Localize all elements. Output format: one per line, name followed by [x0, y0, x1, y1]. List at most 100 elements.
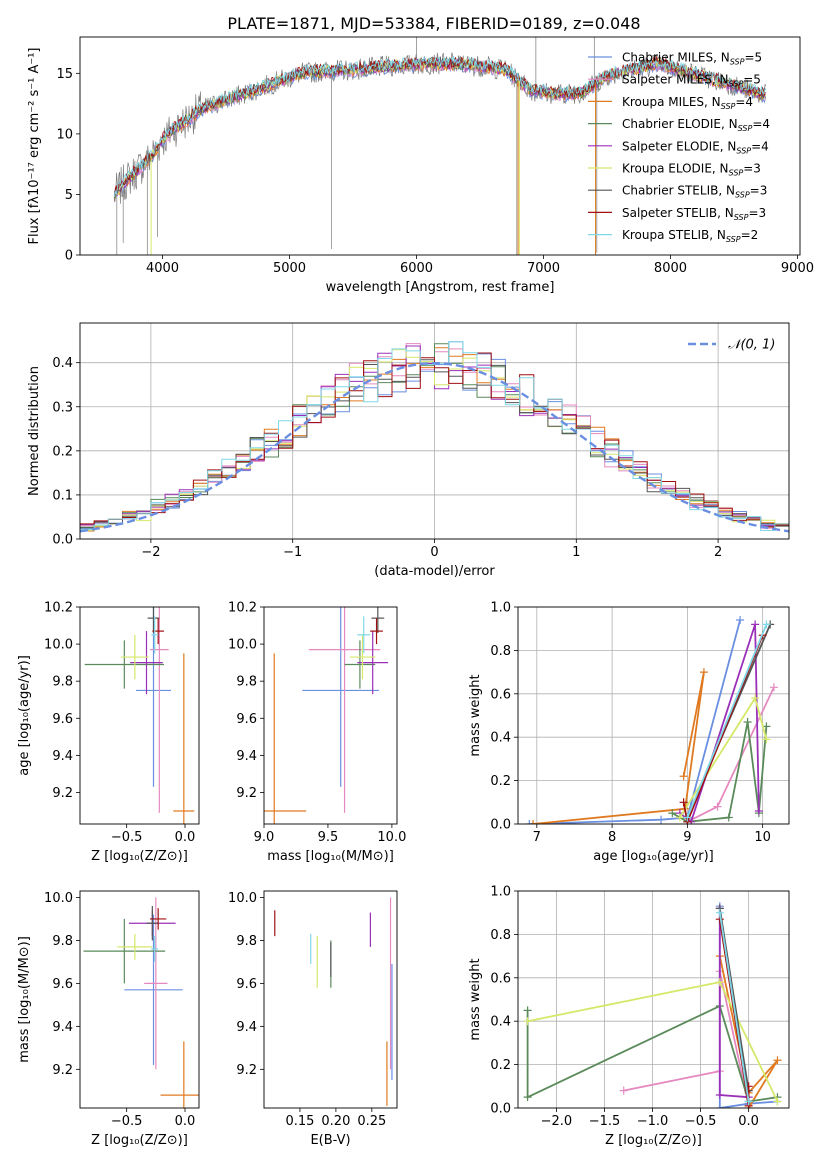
series-line-chabrier-miles — [529, 619, 741, 824]
y-tick-label: 10 — [56, 127, 73, 142]
x-axis-label: Z [log₁₀(Z/Z⊙)] — [91, 849, 188, 864]
axes-frame — [79, 606, 200, 825]
x-axis-label: age [log₁₀(age/yr)] — [593, 849, 714, 864]
series-marker-chabrier-elodie — [668, 809, 677, 818]
series-marker-chabrier-miles — [657, 815, 666, 824]
y-tick-label: 0.6 — [490, 687, 511, 702]
y-tick-label: 0.0 — [490, 1102, 511, 1117]
x-axis-label: wavelength [Angstrom, rest frame] — [326, 280, 555, 295]
y-tick-label: 10.0 — [44, 638, 73, 653]
y-tick-label: 10.0 — [44, 891, 73, 906]
y-tick-label: 9.8 — [236, 675, 257, 690]
x-axis-label: Z [log₁₀(Z/Z⊙)] — [91, 1133, 188, 1148]
plot-area — [525, 616, 778, 824]
y-tick-label: 9.2 — [52, 1063, 73, 1078]
plot-area — [264, 607, 389, 824]
legend-label-sub: SSP — [730, 58, 745, 67]
series-marker-chabrier-elodie — [724, 813, 733, 822]
panel-4: 9.0 9.5 10.0 9.2 9.4 9.6 9.8 10.0 10.2 mass [log₁… — [228, 601, 406, 865]
legend-label-sub: SSP — [738, 124, 753, 133]
x-tick-label: −0.5 — [685, 1114, 717, 1129]
x-tick-label: 5000 — [273, 261, 306, 276]
series-marker-kroupa-elodie — [715, 978, 724, 987]
legend-label-main: Salpeter MILES, N — [622, 73, 729, 87]
legend-label: Kroupa STELIB, NSSP=2 — [622, 228, 758, 244]
legend-label-tail: =5 — [743, 73, 761, 87]
x-tick-label: 10 — [754, 830, 771, 845]
x-tick-label: 10.0 — [377, 830, 406, 845]
series-marker-kroupa-miles — [679, 772, 688, 781]
legend-label: Kroupa MILES, NSSP=4 — [622, 95, 753, 111]
x-tick-label: 7 — [533, 830, 541, 845]
y-tick-label: 0.4 — [52, 356, 73, 371]
series-line-kroupa-stelib — [686, 624, 768, 818]
y-tick-label: 0.1 — [52, 488, 73, 503]
y-tick-label: 10.2 — [228, 601, 257, 616]
axes-frame — [263, 606, 398, 825]
series-marker-chabrier-elodie — [523, 1093, 532, 1102]
axes-frame — [517, 890, 790, 1109]
legend-label-sub: SSP — [726, 235, 741, 244]
legend-label-tail: =4 — [735, 95, 753, 109]
y-axis-label: age [log₁₀(age/yr)] — [17, 655, 32, 776]
series-marker-chabrier-elodie — [523, 1006, 532, 1015]
y-tick-label: 9.6 — [52, 712, 73, 727]
y-axis-label: mass weight — [468, 674, 483, 756]
x-tick-label: −1.0 — [637, 1114, 669, 1129]
legend-label-tail: =4 — [751, 139, 769, 153]
y-tick-label: 0.2 — [490, 774, 511, 789]
series-marker-kroupa-stelib — [715, 908, 724, 917]
series-marker-kroupa-elodie — [523, 1017, 532, 1026]
legend-label-tail: =3 — [750, 184, 768, 198]
x-tick-label: 9.0 — [254, 830, 275, 845]
legend-label: 𝒩(0, 1) — [728, 338, 775, 353]
series-line-kroupa-miles — [718, 955, 779, 1108]
series-marker-kroupa-miles — [699, 668, 708, 677]
plot-area — [523, 902, 782, 1108]
x-tick-label: 1 — [572, 545, 580, 560]
series-line-kroupa-miles — [533, 671, 705, 824]
series-marker-chabrier-miles — [736, 616, 745, 625]
series-marker-kroupa-miles — [773, 1056, 782, 1065]
x-tick-label: 4000 — [146, 261, 179, 276]
y-tick-label: 0 — [65, 249, 73, 264]
x-tick-label: 0 — [430, 545, 438, 560]
legend-label: Chabrier STELIB, NSSP=3 — [622, 184, 767, 200]
legend-label-main: Chabrier ELODIE, N — [622, 117, 738, 131]
series-line-chabrier-elodie — [671, 721, 768, 823]
y-tick-label: 9.4 — [52, 1020, 73, 1035]
series-marker-kroupa-stelib — [683, 813, 692, 822]
series-marker-kroupa-elodie — [675, 813, 684, 822]
legend-label-main: Salpeter ELODIE, N — [622, 139, 736, 153]
y-tick-label: 10.0 — [228, 891, 257, 906]
axes-frame — [79, 36, 801, 256]
x-tick-label: −1 — [283, 545, 302, 560]
legend-label-sub: SSP — [721, 102, 736, 111]
y-tick-label: 9.6 — [236, 977, 257, 992]
x-tick-label: 0.0 — [175, 830, 196, 845]
series-marker-kroupa-miles — [529, 820, 538, 824]
legend-label: Salpeter MILES, NSSP=5 — [622, 73, 761, 89]
legend-label-main: Kroupa MILES, N — [622, 95, 721, 109]
legend-label-sub: SSP — [734, 213, 749, 222]
y-tick-label: 10.0 — [228, 638, 257, 653]
legend-label-tail: =3 — [748, 206, 766, 220]
x-tick-label: −1.5 — [589, 1114, 621, 1129]
x-tick-label: −0.5 — [111, 1114, 143, 1129]
series-marker-kroupa-stelib — [762, 620, 771, 629]
y-axis-label: Flux [fλ10⁻¹⁷ erg cm⁻² s⁻¹ A⁻¹] — [27, 48, 42, 245]
y-axis-label: mass [log₁₀(M/M⊙)] — [17, 936, 32, 1063]
normal-curve — [80, 361, 789, 533]
x-tick-label: 6000 — [400, 261, 433, 276]
legend-label-main: Chabrier STELIB, N — [622, 184, 735, 198]
legend-label: Kroupa ELODIE, NSSP=3 — [622, 162, 761, 178]
series-marker-salpeter-elodie — [751, 620, 760, 629]
y-tick-label: 0.0 — [52, 533, 73, 548]
legend-label-tail: =5 — [744, 51, 762, 65]
y-tick-label: 10.2 — [44, 601, 73, 616]
y-tick-label: 9.2 — [236, 786, 257, 801]
y-tick-label: 9.4 — [236, 749, 257, 764]
x-axis-label: Z [log₁₀(Z/Z⊙)] — [605, 1133, 702, 1148]
plot-area — [113, 37, 767, 255]
x-axis-label: (data-model)/error — [374, 564, 495, 579]
